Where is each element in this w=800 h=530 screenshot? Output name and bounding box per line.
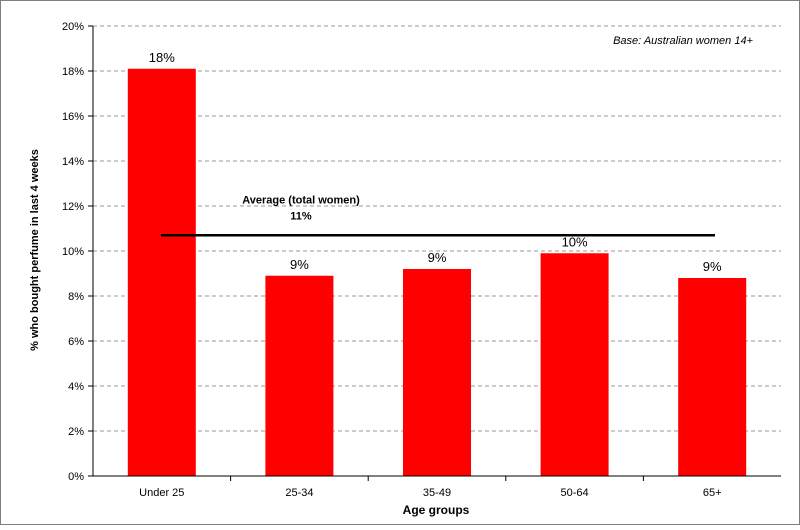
y-tick-label: 8% <box>68 291 84 303</box>
bar <box>403 269 471 476</box>
bar-value-label: 9% <box>703 259 722 274</box>
x-tick-label: 35-49 <box>423 487 451 499</box>
bar <box>127 68 196 476</box>
bar-value-label: 10% <box>562 234 588 249</box>
bars <box>127 68 747 476</box>
x-axis-title: Age groups <box>403 503 470 517</box>
y-tick-label: 4% <box>68 381 84 393</box>
base-annotation: Base: Australian women 14+ <box>613 35 753 47</box>
y-tick-label: 2% <box>68 426 84 438</box>
y-axis-title: % who bought perfume in last 4 weeks <box>29 149 41 351</box>
x-tick-label: 25-34 <box>285 487 313 499</box>
axis-ticks: 0% 2% 4% 6% 8% 10% 12% 14% 16% 18% 20% Under 25 25-3… <box>62 21 722 499</box>
bar-value-label: 18% <box>149 50 175 65</box>
y-tick-label: 20% <box>62 21 84 33</box>
y-tick-label: 0% <box>68 471 84 483</box>
y-tick-label: 18% <box>62 66 84 78</box>
bar-value-label: 9% <box>290 257 309 272</box>
x-tick-label: 50-64 <box>561 487 589 499</box>
bar <box>265 275 334 476</box>
y-tick-label: 12% <box>62 201 84 213</box>
y-tick-label: 10% <box>62 246 84 258</box>
average-value-label: 11% <box>290 210 312 222</box>
average-annotation: Average (total women) 11% <box>161 194 715 237</box>
y-tick-label: 6% <box>68 336 84 348</box>
data-labels: 18% 9% 9% 10% 9% <box>149 50 722 274</box>
x-tick-label: 65+ <box>703 487 722 499</box>
average-label: Average (total women) <box>242 194 360 206</box>
bar-value-label: 9% <box>428 250 447 265</box>
bar <box>540 253 609 476</box>
y-tick-label: 14% <box>62 156 84 168</box>
y-tick-label: 16% <box>62 111 84 123</box>
x-tick-label: Under 25 <box>139 487 184 499</box>
bar <box>678 278 747 476</box>
